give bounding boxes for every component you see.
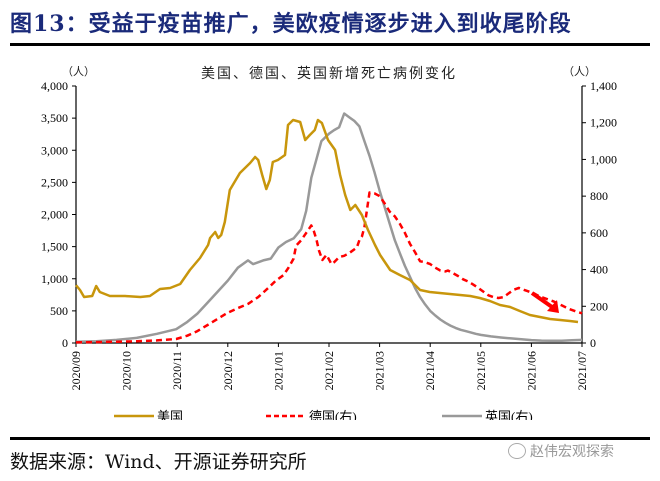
right-tick-label: 200: [590, 299, 608, 313]
left-tick-label: 3,000: [41, 143, 68, 157]
series-line-0: [75, 118, 579, 324]
x-tick-label: 2021/03: [373, 351, 387, 390]
x-tick-label: 2021/07: [575, 351, 589, 390]
left-tick-label: 1,000: [41, 272, 68, 286]
left-tick-label: 0: [62, 336, 68, 350]
annotation-arrow-head: [547, 300, 559, 313]
annotation-arrow-shaft: [530, 291, 554, 309]
right-tick-label: 1,200: [590, 116, 617, 130]
left-axis-unit: （人）: [62, 65, 95, 78]
watermark-text: 赵伟宏观探索: [530, 444, 614, 460]
x-tick-label: 2020/11: [170, 351, 184, 390]
x-tick-label: 2021/04: [423, 351, 437, 390]
chart: 美国、德国、英国新增死亡病例变化 （人） （人） 0 500 1,000 1,500 2…: [41, 65, 617, 420]
legend-label-1: 德国(右): [309, 409, 357, 420]
wechat-icon: [508, 443, 526, 459]
right-tick-label: 400: [590, 263, 608, 277]
x-tick-label: 2020/10: [120, 351, 134, 390]
left-tick-label: 2,500: [41, 175, 68, 189]
series-line-1: [75, 191, 583, 344]
x-tick-label: 2020/09: [69, 351, 83, 390]
title-divider: [10, 43, 650, 46]
figure-title: 图13：受益于疫苗推广，美欧疫情逐步进入到收尾阶段: [10, 11, 572, 37]
right-tick-label: 1,000: [590, 152, 617, 166]
chart-title: 美国、德国、英国新增死亡病例变化: [201, 65, 457, 82]
x-tick-label: 2021/02: [322, 351, 336, 390]
right-tick-label: 800: [590, 189, 608, 203]
watermark: 赵伟宏观探索: [508, 441, 614, 461]
left-tick-label: 2,000: [41, 208, 68, 222]
legend-label-2: 英国(右): [485, 409, 533, 420]
right-tick-label: 600: [590, 226, 608, 240]
left-tick-label: 500: [50, 304, 68, 318]
source-note: 数据来源：Wind、开源证券研究所: [10, 451, 307, 473]
x-tick-label: 2021/05: [474, 351, 488, 390]
x-tick-label: 2021/01: [271, 351, 285, 390]
legend-label-0: 美国: [157, 409, 183, 420]
series-line-2: [75, 112, 583, 343]
right-tick-label: 1,400: [590, 79, 617, 93]
x-tick-label: 2021/06: [524, 351, 538, 390]
x-tick-label: 2020/12: [221, 351, 235, 390]
left-tick-label: 1,500: [41, 240, 68, 254]
right-tick-label: 0: [590, 336, 596, 350]
left-tick-label: 4,000: [41, 79, 68, 93]
right-axis-unit: （人）: [563, 65, 596, 78]
left-tick-label: 3,500: [41, 111, 68, 125]
footer-divider: [10, 437, 650, 440]
